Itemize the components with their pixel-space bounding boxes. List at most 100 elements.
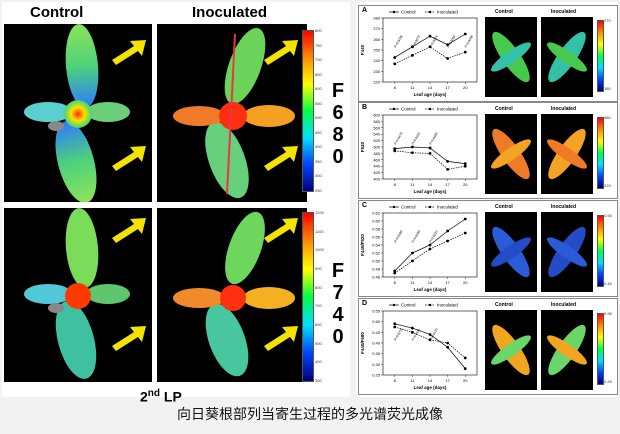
panel-c: C Control Inoculated 0.65 0.45 0.62 0.60 0.58 0.…	[358, 200, 618, 297]
colorbar-tick: 450	[315, 129, 322, 135]
plant-image-control-f740	[24, 208, 130, 379]
y-tick-label: 260	[373, 37, 380, 42]
y-tick-label: 600	[373, 113, 380, 118]
x-tick-label: 11	[410, 378, 415, 383]
x-tick-label: 14	[428, 85, 433, 90]
x-tick-label: 17	[445, 85, 450, 90]
x-tick-label: 14	[428, 280, 433, 285]
arrow-icon	[264, 146, 298, 171]
data-point	[446, 345, 450, 349]
arrow-icon	[264, 40, 298, 65]
leaf-thumbnail	[541, 17, 593, 97]
p-value-label: P=0.0120	[428, 327, 438, 341]
plant-image-inoculated-f680	[173, 28, 295, 199]
leaf-thumbnail	[485, 17, 537, 97]
data-point	[410, 330, 414, 334]
f-letter: 0	[332, 146, 344, 168]
colorbar-tick: 0.28	[604, 379, 612, 384]
data-point	[428, 146, 432, 150]
y-tick-label: 0.56	[372, 235, 381, 240]
p-value-label: P=0.0038	[464, 34, 474, 48]
legend-label-control: Control	[401, 303, 416, 308]
y-tick-label: 540	[373, 132, 380, 137]
y-tick-label: 280	[373, 16, 380, 21]
colorbar-tick: 500	[315, 340, 322, 346]
colorbar-tick: 250	[315, 188, 322, 193]
colorbar-tick: 600	[315, 86, 322, 92]
line-chart: 280 270 260 250 240 230 220 8 11 14 17 20 Leaf age (…	[360, 10, 478, 97]
f-letter: 4	[332, 304, 344, 326]
legend-marker-inoculated	[428, 107, 432, 111]
y-tick-label: 560	[373, 125, 380, 130]
data-point	[463, 356, 467, 360]
thumb-header: Inoculated	[551, 106, 577, 112]
arrow-icon	[112, 326, 146, 351]
colorbar-tick: 580	[604, 115, 611, 120]
data-point	[410, 326, 414, 330]
colorbar-tick: 400	[315, 144, 322, 150]
arrow-icon	[112, 40, 146, 65]
legend-marker-inoculated	[428, 205, 432, 209]
data-point	[393, 271, 397, 275]
data-point	[393, 56, 397, 59]
y-tick-label: 580	[373, 119, 380, 124]
image-control-f740	[4, 208, 152, 382]
colorbar-tick: 400	[315, 359, 322, 365]
lp-label: 2nd LP	[140, 388, 182, 405]
y-tick-label: 500	[373, 145, 380, 150]
leaf-thumbnail	[541, 212, 593, 292]
y-tick-label: 230	[373, 69, 380, 74]
p-value-label: P=0.0218	[393, 327, 403, 341]
panel-label: D	[362, 300, 368, 307]
image-inoculated-f680	[157, 24, 307, 202]
legend-label-control: Control	[401, 205, 416, 210]
data-point	[428, 247, 432, 251]
panel-label: B	[362, 104, 368, 111]
y-axis-label: F440/F520	[360, 234, 365, 256]
leaf-thumbnail	[485, 310, 537, 390]
x-tick-label: 11	[410, 85, 415, 90]
colorbar-tick: 900	[315, 266, 322, 271]
y-tick-label: 270	[373, 26, 380, 31]
colorbar-tick: 0.45	[604, 281, 612, 286]
data-point	[428, 45, 432, 49]
data-point	[410, 53, 414, 57]
y-tick-label: 0.58	[372, 227, 381, 232]
panel-colorbar	[597, 117, 604, 189]
data-point	[393, 269, 397, 273]
p-value-label: P=0.0290	[411, 229, 421, 243]
x-tick-label: 20	[463, 85, 468, 90]
y-tick-label: 0.62	[372, 211, 381, 216]
y-tick-label: 0.52	[372, 251, 381, 256]
legend-marker-control	[392, 303, 396, 307]
series-line-inoculated	[394, 326, 466, 359]
figure-caption: 向日葵根部列当寄生过程的多光谱荧光成像	[177, 407, 443, 423]
legend-label-control: Control	[401, 10, 416, 15]
data-point	[428, 338, 432, 342]
legend-marker-inoculated	[428, 303, 432, 307]
thumb-header: Control	[495, 302, 513, 308]
legend-label-inoculated: Inoculated	[437, 10, 458, 15]
colorbar-tick: 0.65	[604, 213, 612, 218]
f-letter: 8	[332, 124, 344, 146]
thumb-header: Control	[495, 106, 513, 112]
thumb-header: Inoculated	[551, 302, 577, 308]
data-point	[463, 231, 467, 235]
header-control: Control	[30, 4, 84, 21]
data-point	[446, 160, 450, 163]
colorbar-tick: 1200	[315, 210, 324, 215]
f-letter: F	[331, 260, 345, 282]
arrow-icon	[264, 326, 298, 351]
series-line-inoculated	[394, 46, 466, 65]
y-tick-label: 0.46	[372, 275, 381, 280]
colorbar-tick: 700	[315, 57, 322, 63]
y-axis-label: F440	[360, 44, 365, 55]
y-tick-label: 0.25	[372, 373, 381, 378]
colorbar-tick: 1100	[315, 228, 324, 234]
p-value-label: P=0.0380	[393, 229, 403, 243]
y-tick-label: 0.48	[372, 267, 381, 272]
x-tick-label: 8	[394, 182, 397, 187]
panel-colorbar	[597, 20, 604, 92]
f-letter: 0	[332, 326, 344, 348]
